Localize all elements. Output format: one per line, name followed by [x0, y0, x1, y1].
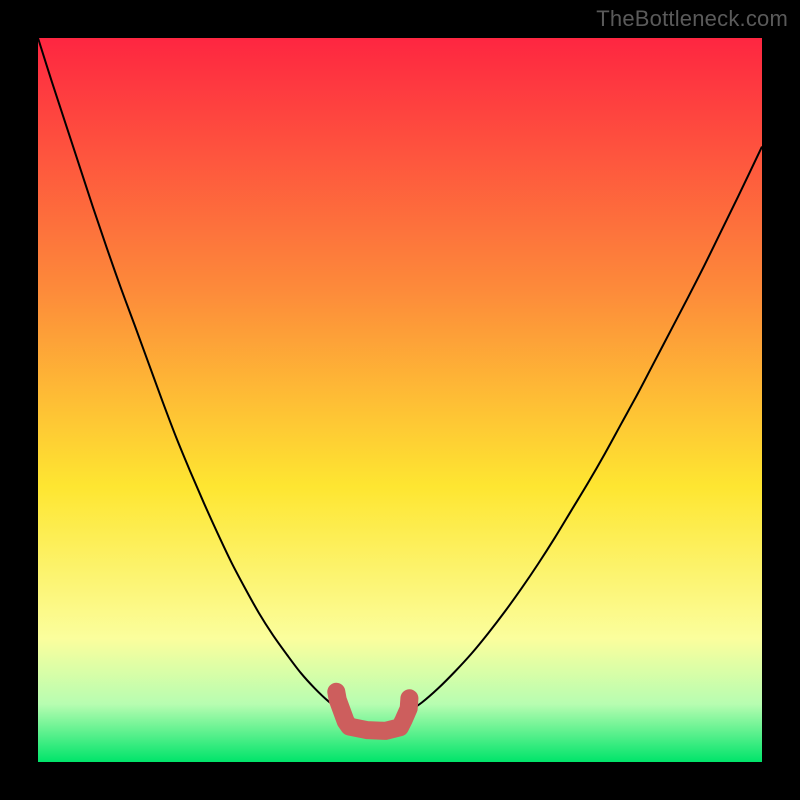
- chart-container: TheBottleneck.com: [0, 0, 800, 800]
- bottleneck-chart: [0, 0, 800, 800]
- watermark-text: TheBottleneck.com: [596, 6, 788, 32]
- gradient-plot-area: [38, 38, 762, 762]
